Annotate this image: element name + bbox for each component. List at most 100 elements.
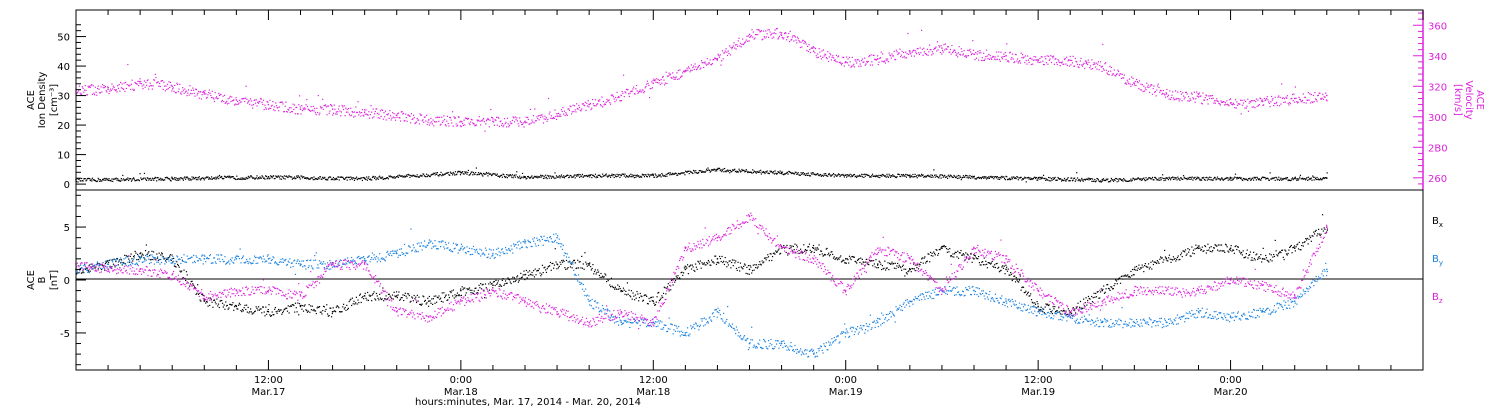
bottom-Bx-series-sample-660: [605, 274, 607, 276]
top-magenta-series-sample-1533: [1182, 92, 1184, 94]
bottom-Bx-series-sample-139: [187, 282, 189, 284]
top-black-series-sample-36: [101, 179, 104, 181]
top-magenta-series-sample-225: [238, 102, 240, 104]
top-magenta-series-sample-229: [241, 98, 243, 100]
bottom-Bx-series-sample-493: [471, 289, 473, 291]
bottom-Bx-series-sample-929: [820, 250, 823, 252]
bottom-Bx-series-sample-1139: [989, 262, 991, 264]
top-magenta-series-point-2: [139, 82, 141, 84]
top-magenta-series-sample-83: [135, 83, 138, 85]
top-black-series-sample-1578: [1214, 177, 1216, 179]
top-magenta-series-sample-1543: [1189, 98, 1191, 100]
top-magenta-series-sample-1338: [1041, 56, 1043, 58]
top-black-series-sample-1367: [1062, 179, 1064, 181]
bottom-Bx-series-sample-999: [876, 264, 879, 266]
top-black-series-sample-1271: [993, 178, 995, 180]
top-magenta-series-sample-1604: [1233, 103, 1235, 106]
bottom-Bx-series-sample-789: [708, 261, 710, 263]
top-magenta-series-sample-966: [773, 36, 775, 38]
bottom-Bx-series-sample-727: [658, 299, 661, 302]
top-magenta-series-sample-569: [486, 118, 488, 121]
top-black-series-sample-1331: [1036, 179, 1038, 181]
top-magenta-series-sample-1574: [1211, 94, 1214, 97]
top-magenta-series-sample-1159: [912, 50, 914, 52]
bottom-Bx-series-sample-825: [737, 261, 739, 263]
top-magenta-series-sample-1368: [1063, 63, 1065, 65]
top-black-series-sample-1182: [928, 175, 931, 177]
top-black-series-sample-1200: [941, 174, 944, 176]
bottom-Bx-series-sample-129: [179, 270, 181, 272]
top-black-series-sample-1339: [1042, 177, 1044, 179]
top-magenta-series-sample-1616: [1242, 104, 1244, 106]
bottom-Bx-series-sample-317: [330, 307, 332, 309]
top-black-series-sample-894: [721, 170, 723, 173]
bottom-Bx-series-sample-917: [811, 250, 813, 253]
top-black-series-sample-782: [640, 175, 642, 177]
top-black-series-sample-864: [699, 170, 701, 172]
top-magenta-series-sample-397: [362, 114, 364, 116]
top-black-series-sample-579: [493, 173, 496, 175]
top-magenta-series-sample-399: [363, 109, 366, 111]
top-magenta-series-sample-245: [252, 103, 254, 106]
bottom-Bx-series-sample-995: [873, 263, 875, 265]
bottom-Bx-series-sample-61: [124, 263, 127, 265]
top-magenta-series-sample-1327: [1033, 55, 1035, 58]
bottom-Bx-series-sample-715: [649, 300, 651, 302]
bottom-Bx-series-sample-1113: [968, 258, 970, 261]
top-magenta-series-sample-171: [199, 91, 201, 93]
top-magenta-series-sample-1584: [1219, 103, 1221, 105]
top-magenta-series-sample-952: [762, 30, 765, 32]
top-magenta-series-sample-1524: [1175, 98, 1177, 100]
top-black-series-sample-866: [700, 171, 703, 173]
top-black-series-sample-552: [474, 173, 476, 176]
bottom-Bx-series-sample-641: [589, 265, 592, 268]
bottom-Bx-series-point-5: [235, 305, 238, 308]
top-magenta-series-sample-67: [124, 90, 126, 92]
top-magenta-series-sample-633: [532, 115, 534, 117]
top-magenta-series-sample-211: [228, 102, 230, 104]
top-black-series-sample-819: [666, 173, 669, 175]
top-magenta-series-sample-1591: [1224, 104, 1226, 106]
top-magenta-series-sample-531: [459, 121, 461, 123]
bottom-Bx-series-sample-636: [585, 263, 588, 265]
top-magenta-series-sample-1698: [1301, 101, 1303, 103]
top-black-series-sample-1223: [958, 177, 960, 179]
bottom-Bx-series-sample-245: [272, 314, 274, 316]
bottom-Bx-series-sample-1049: [917, 264, 919, 266]
top-black-series-sample-17: [88, 177, 90, 180]
top-black-series-sample-533: [460, 172, 462, 174]
top-magenta-series-sample-66: [123, 82, 125, 84]
bottom-Bx-series-sample-767: [690, 268, 693, 270]
top-black-series-sample-478: [420, 175, 423, 177]
top-magenta-series-sample-1164: [915, 53, 918, 55]
top-black-series-sample-1621: [1245, 178, 1247, 180]
bottom-Bx-series-sample-714: [648, 297, 650, 300]
top-magenta-series-sample-1700: [1302, 93, 1304, 95]
top-magenta-series-sample-938: [752, 31, 755, 33]
top-black-series-sample-1239: [970, 177, 972, 179]
top-magenta-series-point-34: [1133, 82, 1136, 84]
bottom-Bx-series-sample-214: [247, 306, 249, 309]
top-black-series-sample-1283: [1001, 176, 1004, 178]
bottom-Bx-series-sample-656: [601, 275, 604, 277]
top-black-series-sample-24: [93, 179, 95, 181]
top-black-series-sample-1507: [1163, 179, 1165, 182]
top-magenta-series-sample-322: [308, 109, 310, 111]
top-magenta-series-sample-1571: [1209, 95, 1211, 97]
top-black-series-sample-921: [740, 170, 742, 172]
bottom-Bx-series-sample-235: [264, 315, 266, 317]
top-magenta-series-sample-1308: [1019, 62, 1022, 64]
top-black-series-sample-50: [112, 180, 114, 183]
top-magenta-series-sample-1268: [990, 58, 993, 60]
top-magenta-series-sample-423: [381, 109, 383, 111]
top-magenta-series-sample-1629: [1251, 106, 1253, 108]
top-magenta-series-sample-644: [540, 114, 542, 116]
bottom-Bx-series-sample-648: [595, 273, 597, 275]
top-black-series-sample-872: [705, 170, 707, 172]
top-black-series-sample-774: [634, 174, 636, 176]
top-magenta-series-sample-40: [104, 85, 107, 88]
top-magenta-series-sample-1140: [898, 52, 900, 54]
top-black-series-sample-1196: [939, 175, 941, 177]
bottom-Bx-series-sample-1156: [1002, 267, 1005, 269]
top-black-series-sample-1637: [1257, 178, 1259, 180]
